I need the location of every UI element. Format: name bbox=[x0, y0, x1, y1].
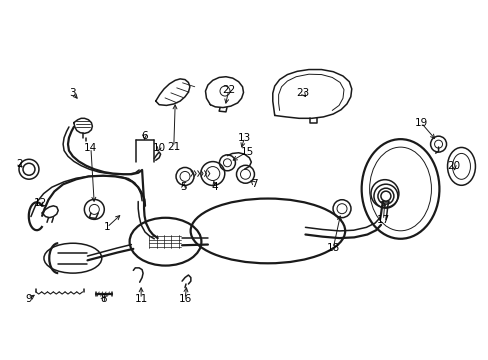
Text: 6: 6 bbox=[141, 131, 147, 141]
Text: 18: 18 bbox=[326, 243, 339, 253]
Text: 17: 17 bbox=[376, 215, 389, 225]
Text: 15: 15 bbox=[240, 147, 253, 157]
Text: 5: 5 bbox=[180, 182, 186, 192]
Text: 20: 20 bbox=[447, 161, 460, 171]
Text: 19: 19 bbox=[413, 118, 427, 128]
Text: 8: 8 bbox=[100, 294, 106, 304]
Text: 21: 21 bbox=[167, 142, 180, 152]
Text: 7: 7 bbox=[250, 179, 257, 189]
Text: 3: 3 bbox=[69, 88, 76, 98]
Text: 11: 11 bbox=[134, 294, 147, 304]
Text: 22: 22 bbox=[222, 85, 235, 95]
Text: 10: 10 bbox=[152, 143, 165, 153]
Text: 13: 13 bbox=[237, 133, 251, 143]
Text: 12: 12 bbox=[34, 198, 47, 208]
Text: 4: 4 bbox=[211, 182, 218, 192]
Text: 9: 9 bbox=[25, 294, 32, 304]
Text: 14: 14 bbox=[84, 143, 97, 153]
Text: 1: 1 bbox=[103, 222, 110, 232]
Text: 2: 2 bbox=[16, 159, 22, 169]
Text: 16: 16 bbox=[178, 294, 191, 304]
Text: 23: 23 bbox=[296, 88, 309, 98]
